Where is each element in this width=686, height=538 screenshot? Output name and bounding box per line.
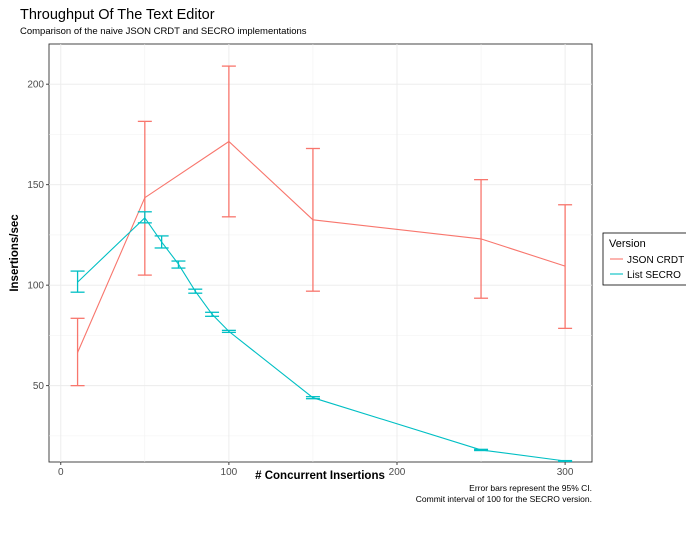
chart-title: Throughput Of The Text Editor xyxy=(20,7,215,23)
x-tick-label: 300 xyxy=(557,467,574,478)
error-bar-json-crdt xyxy=(558,204,573,330)
error-bar-list-secro xyxy=(474,448,489,452)
series-layer xyxy=(70,65,573,463)
chart-subtitle: Comparison of the naive JSON CRDT and SE… xyxy=(20,26,307,37)
error-bar-json-crdt xyxy=(137,120,152,276)
x-tick-label: 100 xyxy=(221,467,238,478)
error-bar-json-crdt xyxy=(474,178,489,299)
legend-label-json-crdt: JSON CRDT xyxy=(627,255,684,266)
grid-lines xyxy=(49,44,592,462)
y-axis-title: Insertions/sec xyxy=(9,214,21,292)
error-bar-list-secro xyxy=(171,260,186,269)
error-bar-list-secro xyxy=(558,459,573,463)
y-tick-label: 150 xyxy=(27,180,44,191)
error-bar-list-secro xyxy=(188,288,203,294)
error-bar-list-secro xyxy=(137,211,152,224)
error-bar-json-crdt xyxy=(221,65,236,218)
axis-ticks: 0 100 200 300 50 100 150 200 xyxy=(27,80,574,478)
legend-label-list-secro: List SECRO xyxy=(627,270,681,281)
error-bar-list-secro xyxy=(70,270,85,293)
y-tick-label: 50 xyxy=(33,381,45,392)
legend-title: Version xyxy=(609,238,646,250)
y-tick-label: 200 xyxy=(27,80,44,91)
legend: Version JSON CRDT List SECRO xyxy=(602,232,686,286)
series-line-json-crdt xyxy=(77,140,566,353)
x-tick-label: 200 xyxy=(389,467,406,478)
error-bar-list-secro xyxy=(205,311,220,317)
error-bar-json-crdt xyxy=(305,147,320,292)
caption-line-1: Error bars represent the 95% CI. xyxy=(469,483,592,493)
error-bar-list-secro xyxy=(221,329,236,334)
series-line-list-secro xyxy=(77,216,566,462)
x-axis-title: # Concurrent Insertions xyxy=(255,470,385,482)
error-bar-json-crdt xyxy=(70,317,85,387)
plot-panel xyxy=(48,43,593,463)
x-tick-label: 0 xyxy=(58,467,64,478)
error-bar-list-secro xyxy=(305,396,320,400)
y-tick-label: 100 xyxy=(27,281,44,292)
error-bar-list-secro xyxy=(154,235,169,249)
caption-line-2: Commit interval of 100 for the SECRO ver… xyxy=(416,494,592,504)
